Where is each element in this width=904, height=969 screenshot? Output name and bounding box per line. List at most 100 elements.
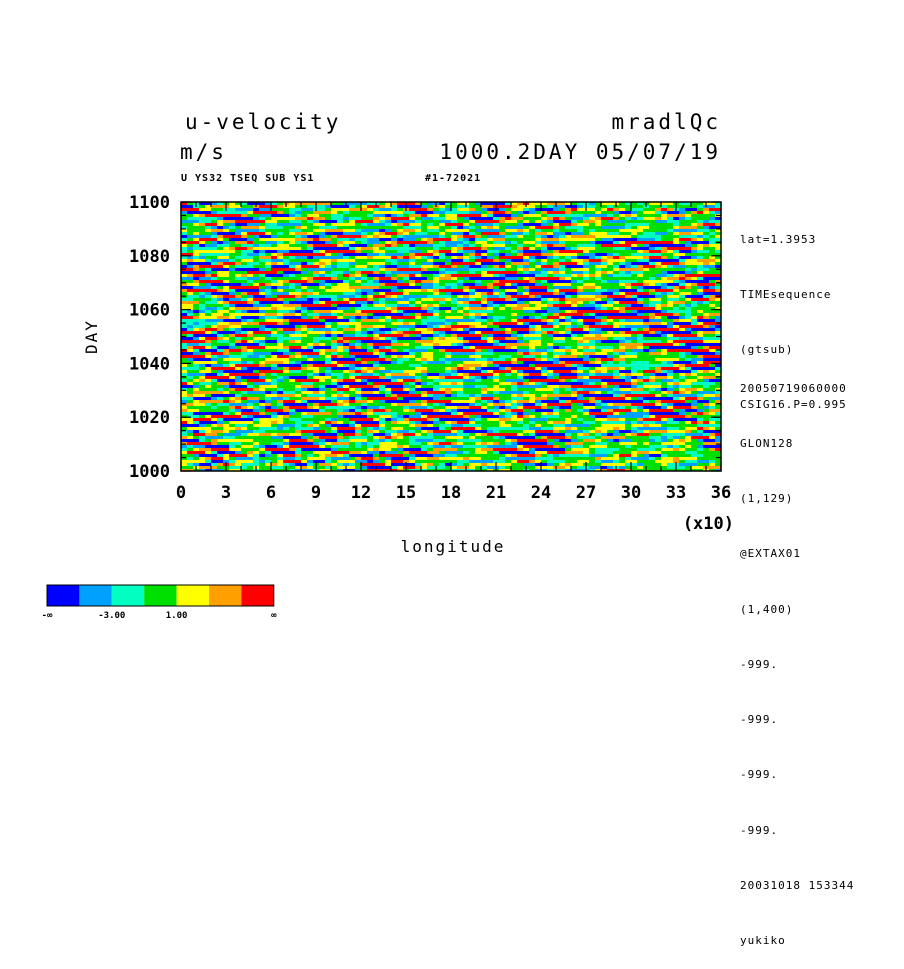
heatmap-cell xyxy=(289,280,296,284)
heatmap-cell xyxy=(679,214,686,218)
heatmap-cell xyxy=(679,244,686,248)
heatmap-cell xyxy=(625,313,632,317)
heatmap-cell xyxy=(511,226,518,230)
heatmap-cell xyxy=(181,205,188,209)
heatmap-cell xyxy=(661,325,668,329)
heatmap-cell xyxy=(589,361,596,365)
heatmap-cell xyxy=(613,280,620,284)
heatmap-cell xyxy=(607,202,614,206)
heatmap-cell xyxy=(319,364,326,368)
heatmap-cell xyxy=(403,235,410,239)
heatmap-cell xyxy=(589,346,596,350)
heatmap-cell xyxy=(361,322,368,326)
heatmap-cell xyxy=(247,355,254,359)
heatmap-cell xyxy=(241,316,248,320)
heatmap-cell xyxy=(247,346,254,350)
heatmap-cell xyxy=(697,358,704,362)
heatmap-cell xyxy=(535,319,542,323)
heatmap-cell xyxy=(595,238,602,242)
heatmap-cell xyxy=(235,250,242,254)
heatmap-cell xyxy=(685,337,692,341)
heatmap-cell xyxy=(397,355,404,359)
heatmap-cell xyxy=(595,232,602,236)
heatmap-cell xyxy=(325,343,332,347)
side-info-line: 20031018 153344 xyxy=(740,878,855,892)
heatmap-cell xyxy=(349,241,356,245)
heatmap-cell xyxy=(223,274,230,278)
heatmap-cell xyxy=(643,292,650,296)
heatmap-cell xyxy=(637,319,644,323)
heatmap-cell xyxy=(283,283,290,287)
heatmap-cell xyxy=(205,334,212,338)
heatmap-cell xyxy=(481,226,488,230)
heatmap-cell xyxy=(361,247,368,251)
heatmap-cell xyxy=(391,361,398,365)
heatmap-cell xyxy=(325,328,332,332)
heatmap-cell xyxy=(229,262,236,266)
heatmap-cell xyxy=(607,208,614,212)
heatmap-cell xyxy=(295,208,302,212)
heatmap-cell xyxy=(541,289,548,293)
heatmap-cell xyxy=(355,208,362,212)
heatmap-cell xyxy=(709,271,716,275)
heatmap-cell xyxy=(715,253,722,257)
heatmap-cell xyxy=(541,301,548,305)
heatmap-cell xyxy=(685,304,692,308)
heatmap-cell xyxy=(337,331,344,335)
heatmap-cell xyxy=(313,289,320,293)
heatmap-cell xyxy=(229,256,236,260)
heatmap-cell xyxy=(295,355,302,359)
heatmap-cell xyxy=(715,229,722,233)
heatmap-cell xyxy=(403,241,410,245)
heatmap-cell xyxy=(655,274,662,278)
heatmap-cell xyxy=(697,346,704,350)
heatmap-cell xyxy=(625,232,632,236)
heatmap-cell xyxy=(631,226,638,230)
heatmap-cell xyxy=(715,250,722,254)
heatmap-cell xyxy=(403,316,410,320)
heatmap-cell xyxy=(565,232,572,236)
heatmap-cell xyxy=(457,253,464,257)
heatmap-cell xyxy=(481,253,488,257)
heatmap-cell xyxy=(583,211,590,215)
heatmap-cell xyxy=(499,346,506,350)
heatmap-cell xyxy=(685,316,692,320)
heatmap-cell xyxy=(649,346,656,350)
heatmap-cell xyxy=(409,280,416,284)
heatmap-cell xyxy=(523,361,530,365)
heatmap-cell xyxy=(715,352,722,356)
heatmap-cell xyxy=(583,229,590,233)
heatmap-cell xyxy=(655,301,662,305)
heatmap-cell xyxy=(241,229,248,233)
heatmap-cell xyxy=(349,313,356,317)
heatmap-cell xyxy=(367,298,374,302)
heatmap-cell xyxy=(349,301,356,305)
heatmap-cell xyxy=(661,205,668,209)
heatmap-cell xyxy=(487,223,494,227)
heatmap-cell xyxy=(355,235,362,239)
heatmap-cell xyxy=(379,361,386,365)
heatmap-cell xyxy=(289,367,296,371)
heatmap-cell xyxy=(601,256,608,260)
heatmap-cell xyxy=(607,325,614,329)
heatmap-cell xyxy=(439,310,446,314)
heatmap-cell xyxy=(469,307,476,311)
heatmap-cell xyxy=(487,217,494,221)
heatmap-cell xyxy=(445,205,452,209)
heatmap-cell xyxy=(427,325,434,329)
heatmap-cell xyxy=(277,220,284,224)
heatmap-cell xyxy=(457,250,464,254)
heatmap-cell xyxy=(475,223,482,227)
heatmap-cell xyxy=(361,271,368,275)
heatmap-cell xyxy=(301,208,308,212)
heatmap-cell xyxy=(511,232,518,236)
heatmap-cell xyxy=(649,241,656,245)
heatmap-cell xyxy=(517,292,524,296)
heatmap-cell xyxy=(661,274,668,278)
heatmap-cell xyxy=(403,337,410,341)
heatmap-cell xyxy=(679,202,686,206)
heatmap-cell xyxy=(409,268,416,272)
heatmap-cell xyxy=(421,301,428,305)
heatmap-cell xyxy=(685,289,692,293)
heatmap-cell xyxy=(469,211,476,215)
